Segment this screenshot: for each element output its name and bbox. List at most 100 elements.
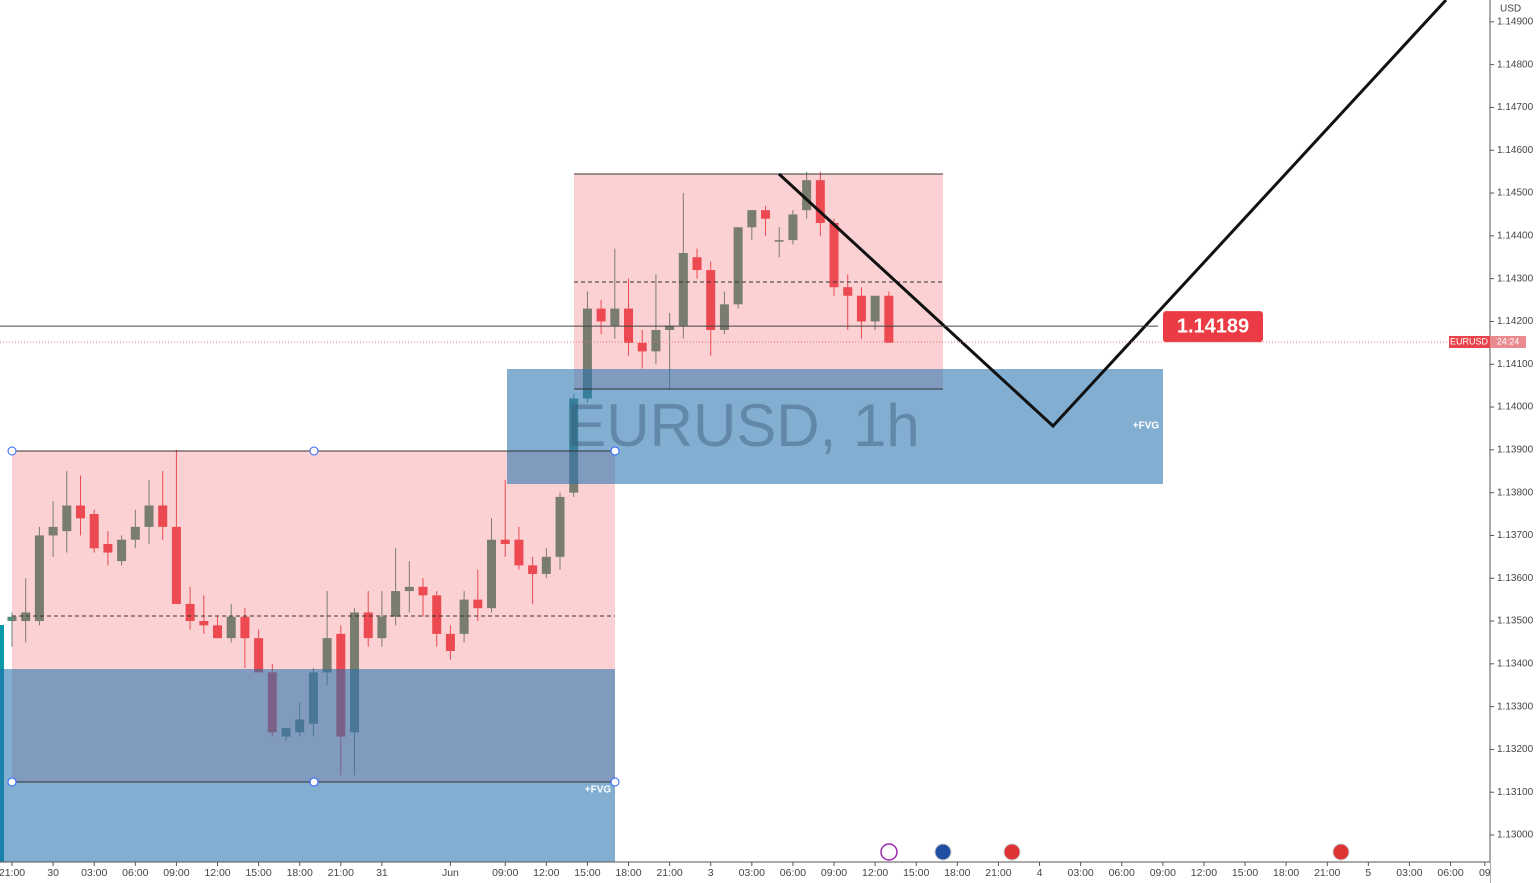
y-tick-label: 1.13000 <box>1497 830 1534 841</box>
x-tick-label: 21:00 <box>1314 867 1340 879</box>
event-icons <box>880 843 1350 861</box>
candle-body <box>171 526 181 604</box>
candle-body <box>774 240 784 242</box>
price-line-badge <box>1163 311 1263 343</box>
candle-body <box>541 556 551 574</box>
x-tick-label: 15:00 <box>903 867 929 879</box>
x-tick-label: 03:00 <box>81 867 107 879</box>
candle-body <box>432 595 442 634</box>
candle-body <box>418 586 428 596</box>
candle-body <box>21 612 31 622</box>
candle-body <box>719 304 729 330</box>
x-tick-label: 15:00 <box>245 867 271 879</box>
y-tick-label: 1.13800 <box>1497 487 1534 498</box>
y-tick-label: 1.13300 <box>1497 701 1534 712</box>
x-tick-label: Jun <box>442 867 459 879</box>
x-tick-label: 12:00 <box>204 867 230 879</box>
watermark: EURUSD, 1h <box>566 392 919 459</box>
event-icon <box>880 843 898 861</box>
candle-body <box>76 505 86 519</box>
x-tick-label: 06:00 <box>1109 867 1135 879</box>
candle-body <box>500 539 510 544</box>
x-tick-label: 12:00 <box>862 867 888 879</box>
candle-body <box>445 633 455 651</box>
candle-body <box>158 505 168 527</box>
x-tick-label: 12:00 <box>533 867 559 879</box>
fvg-label: +FVG <box>585 785 612 796</box>
y-tick-label: 1.14400 <box>1497 230 1534 241</box>
candle-body <box>884 295 894 343</box>
candle-body <box>637 342 647 352</box>
handle <box>610 446 620 456</box>
candle-body <box>761 210 771 219</box>
candle-body <box>144 505 154 527</box>
candle-body <box>322 638 332 673</box>
y-tick-label: 1.14600 <box>1497 145 1534 156</box>
candle-body <box>62 505 72 532</box>
candle-body <box>377 616 387 639</box>
x-tick-label: 15:00 <box>1232 867 1258 879</box>
x-tick-label: 03:00 <box>1396 867 1422 879</box>
candle-body <box>733 227 743 305</box>
candle-body <box>103 543 113 553</box>
candle-body <box>34 535 44 622</box>
candle-body <box>89 514 99 549</box>
candle-body <box>117 539 127 562</box>
x-tick-label: 09:00 <box>492 867 518 879</box>
x-tick-label: 03:00 <box>1067 867 1093 879</box>
candle-body <box>404 586 414 592</box>
candle-body <box>487 539 497 609</box>
fvg-box <box>0 669 615 862</box>
x-tick-label: 31 <box>376 867 388 879</box>
x-tick-label: 09:00 <box>821 867 847 879</box>
y-tick-label: 1.14300 <box>1497 273 1534 284</box>
x-tick-label: 3 <box>708 867 714 879</box>
y-tick-label: 1.14500 <box>1497 188 1534 199</box>
y-tick-label: 1.13700 <box>1497 530 1534 541</box>
candle-body <box>514 539 524 566</box>
symbol-tag-label: EURUSD <box>1450 336 1489 346</box>
candle-body <box>130 526 140 540</box>
fvg-label: +FVG <box>1133 421 1160 432</box>
price-axis <box>1490 0 1536 883</box>
candle-body <box>254 638 264 673</box>
candle-body <box>665 325 675 330</box>
y-tick-label: 1.13100 <box>1497 787 1534 798</box>
event-icon <box>1003 843 1021 861</box>
x-tick-label: 30 <box>47 867 59 879</box>
y-tick-label: 1.14100 <box>1497 359 1534 370</box>
x-tick-label: 06:00 <box>1437 867 1463 879</box>
y-tick-label: 1.14800 <box>1497 59 1534 70</box>
candle-body <box>7 616 17 622</box>
projection-path <box>777 0 1448 429</box>
x-tick-label: 21:00 <box>656 867 682 879</box>
candle-body <box>528 565 538 574</box>
y-tick-label: 1.14700 <box>1497 102 1534 113</box>
countdown-label: 24:24 <box>1497 336 1520 346</box>
y-tick-label: 1.13200 <box>1497 744 1534 755</box>
candle-body <box>459 599 469 634</box>
candle-body <box>48 526 58 536</box>
handle <box>309 777 319 787</box>
candle-body <box>747 210 757 228</box>
x-tick-label: 18:00 <box>1273 867 1299 879</box>
candle-body <box>692 257 702 271</box>
event-icon <box>1332 843 1350 861</box>
candle-body <box>856 295 866 322</box>
y-tick-label: 1.14200 <box>1497 316 1534 327</box>
time-axis <box>0 862 1490 883</box>
y-tick-label: 1.13900 <box>1497 444 1534 455</box>
handle <box>309 446 319 456</box>
candle-body <box>240 616 250 639</box>
candle-body <box>788 214 798 241</box>
x-tick-label: 09:00 <box>163 867 189 879</box>
x-tick-label: 5 <box>1365 867 1371 879</box>
candle-body <box>213 625 223 639</box>
candle-body <box>843 287 853 296</box>
y-tick-label: 1.13400 <box>1497 658 1534 669</box>
x-tick-label: 4 <box>1037 867 1043 879</box>
currency: USD <box>1500 4 1521 15</box>
candle-body <box>185 603 195 622</box>
